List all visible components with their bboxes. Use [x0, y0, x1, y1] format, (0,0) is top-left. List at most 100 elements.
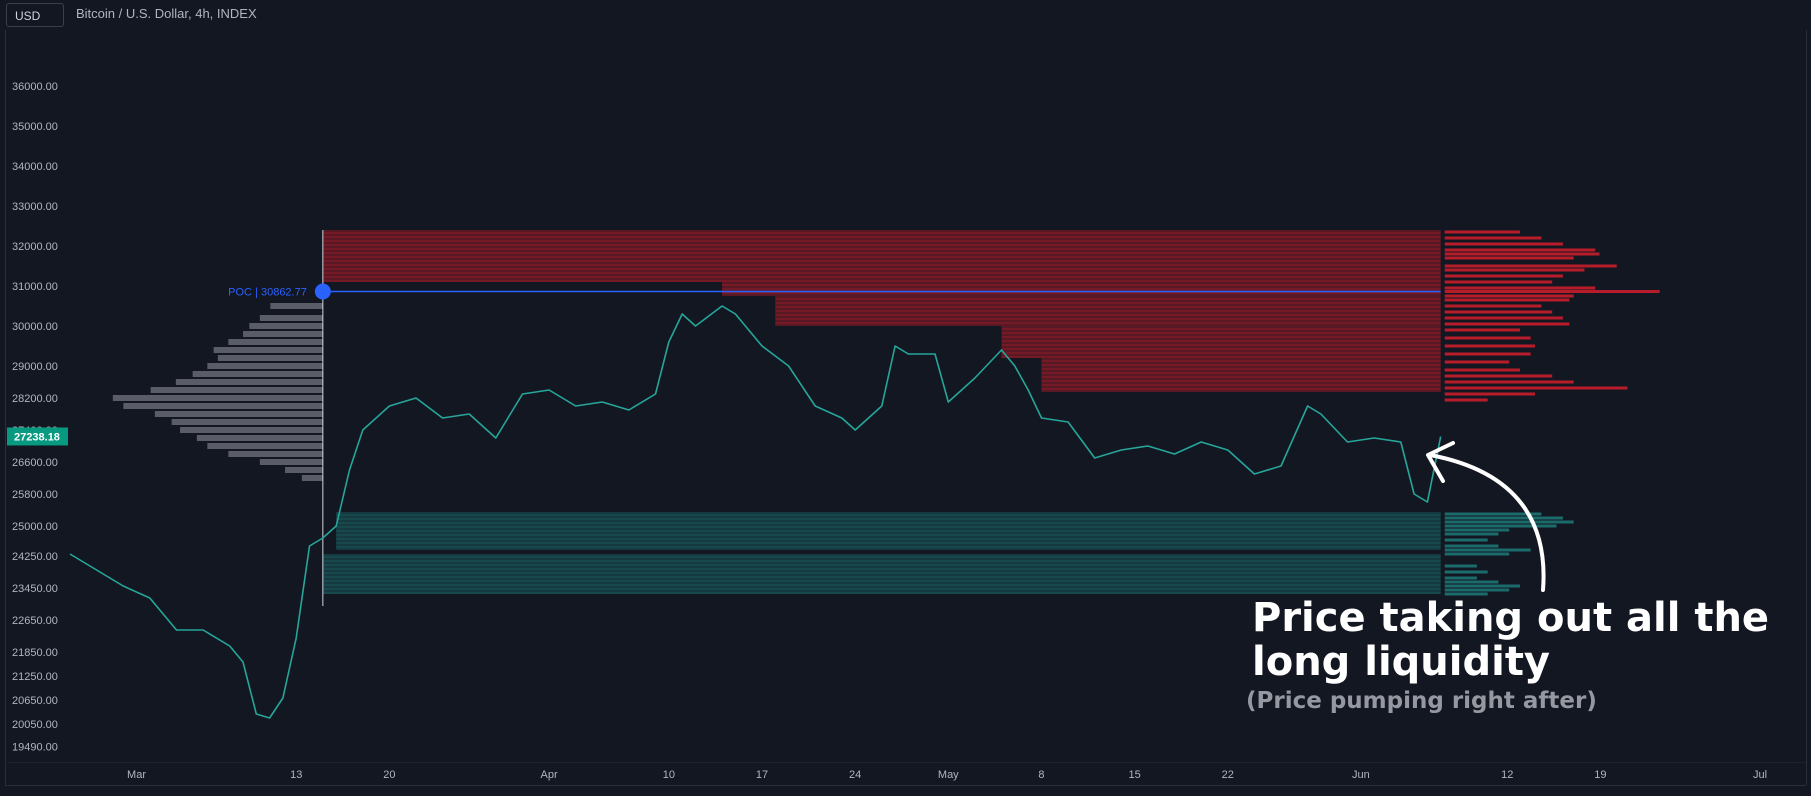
- volume-profile-bar: [259, 315, 323, 321]
- long-profile-bar: [1444, 580, 1499, 584]
- time-tick-label: Mar: [127, 769, 146, 781]
- volume-profile-bar: [154, 411, 323, 417]
- volume-profile-bar: [123, 403, 323, 409]
- short-profile-bar: [1444, 398, 1488, 402]
- long-profile-bar: [1444, 520, 1574, 524]
- price-tick-label: 20050.00: [12, 719, 58, 731]
- poc-dot: [314, 283, 331, 300]
- volume-profile-bar: [270, 303, 323, 309]
- short-profile-bar: [1444, 248, 1596, 252]
- time-tick-label: 8: [1038, 769, 1044, 781]
- price-axis[interactable]: 36000.00 35000.00 34000.00 33000.00 32000.00…: [12, 81, 58, 753]
- short-profile-bar: [1444, 256, 1574, 260]
- last-price-text: 27238.18: [14, 431, 60, 443]
- volume-profile-bar: [228, 451, 323, 457]
- annotation-arrow-head: [1426, 441, 1455, 483]
- short-profile-bar: [1444, 264, 1617, 268]
- volume-profile-bar: [228, 339, 323, 345]
- price-tick-label: 33000.00: [12, 201, 58, 213]
- volume-profile-bar: [207, 363, 323, 369]
- poc-marker[interactable]: POC | 30862.77: [228, 283, 1441, 300]
- short-profile-bar: [1444, 274, 1563, 278]
- volume-profile-bar: [112, 395, 323, 401]
- short-profile-bar: [1444, 386, 1628, 390]
- short-profile-bar: [1444, 280, 1553, 284]
- time-axis[interactable]: Mar 13 20 Apr 10 17 24 May 8 15 22 Jun 12 19 Jul: [127, 769, 1767, 781]
- time-tick-label: Apr: [541, 769, 558, 781]
- currency-button[interactable]: USD: [6, 3, 64, 27]
- short-profile-bar: [1444, 294, 1574, 298]
- time-tick-label: Jul: [1753, 769, 1767, 781]
- time-tick-label: 22: [1222, 769, 1234, 781]
- short-profile-bar: [1444, 316, 1563, 320]
- long-liquidity-zones: [322, 512, 1441, 594]
- long-profile-bar: [1444, 538, 1488, 542]
- long-profile-bar: [1444, 544, 1499, 548]
- time-tick-label: 15: [1128, 769, 1140, 781]
- short-profile-bar: [1444, 368, 1520, 372]
- short-profile-bar: [1444, 310, 1553, 314]
- price-tick-label: 35000.00: [12, 121, 58, 133]
- top-bar: USD Bitcoin / U.S. Dollar, 4h, INDEX: [0, 0, 1811, 30]
- price-tick-label: 25800.00: [12, 489, 58, 501]
- short-liquidity-zone: [322, 230, 1441, 282]
- volume-profile-bar: [217, 355, 323, 361]
- short-profile-bar: [1444, 344, 1535, 348]
- short-profile-bar: [1444, 352, 1531, 356]
- short-profile-bar: [1444, 392, 1535, 396]
- short-profile-bar: [1444, 328, 1520, 332]
- volume-profile-bar: [243, 331, 323, 337]
- price-tick-label: 24250.00: [12, 551, 58, 563]
- volume-profile-bar: [213, 347, 323, 353]
- long-profile-bar: [1444, 524, 1557, 528]
- price-tick-label: 19490.00: [12, 741, 58, 753]
- short-profile-bar: [1444, 242, 1563, 246]
- price-tick-label: 30000.00: [12, 321, 58, 333]
- price-tick-label: 36000.00: [12, 81, 58, 93]
- volume-profile-bar: [301, 475, 323, 481]
- volume-profile-bar: [196, 435, 323, 441]
- short-profile-bar: [1444, 322, 1570, 326]
- volume-profile: [112, 303, 323, 481]
- price-tick-label: 20650.00: [12, 695, 58, 707]
- price-tick-label: 25000.00: [12, 521, 58, 533]
- long-profile-bar: [1444, 584, 1520, 588]
- short-profile-bar: [1444, 268, 1585, 272]
- long-profile-bar: [1444, 564, 1477, 568]
- short-profile-bar: [1444, 304, 1542, 308]
- long-profile-bar: [1444, 532, 1499, 536]
- volume-profile-bar: [171, 419, 323, 425]
- short-profile-bar: [1444, 380, 1574, 384]
- price-tick-label: 31000.00: [12, 281, 58, 293]
- long-liquidity-zone: [322, 554, 1441, 594]
- short-profile-bar: [1444, 236, 1542, 240]
- volume-profile-bar: [150, 387, 323, 393]
- short-profile-bar: [1444, 374, 1553, 378]
- short-profile-bar: [1444, 290, 1660, 294]
- time-tick-label: 17: [756, 769, 768, 781]
- long-profile-bar: [1444, 548, 1531, 552]
- long-profile-bar: [1444, 552, 1510, 556]
- short-liquidity-zones: [322, 230, 1441, 392]
- volume-profile-bar: [249, 323, 323, 329]
- annotation-line-1: Price taking out all the: [1252, 595, 1770, 641]
- time-tick-label: 24: [849, 769, 861, 781]
- poc-label: POC | 30862.77: [228, 286, 307, 298]
- last-price-label: 27238.18: [7, 427, 68, 446]
- short-profile-bar: [1444, 298, 1570, 302]
- short-liquidity-zone: [1041, 358, 1441, 392]
- time-tick-label: 13: [290, 769, 302, 781]
- price-tick-label: 22650.00: [12, 615, 58, 627]
- time-tick-label: 12: [1501, 769, 1513, 781]
- price-tick-label: 21250.00: [12, 671, 58, 683]
- long-liquidity-profile: [1444, 512, 1574, 596]
- volume-profile-bar: [285, 467, 323, 473]
- volume-profile-bar: [259, 459, 323, 465]
- time-tick-label: May: [938, 769, 959, 781]
- volume-profile-bar: [175, 379, 323, 385]
- short-profile-bar: [1444, 230, 1520, 234]
- price-tick-label: 28200.00: [12, 393, 58, 405]
- last-price-box: [7, 427, 68, 446]
